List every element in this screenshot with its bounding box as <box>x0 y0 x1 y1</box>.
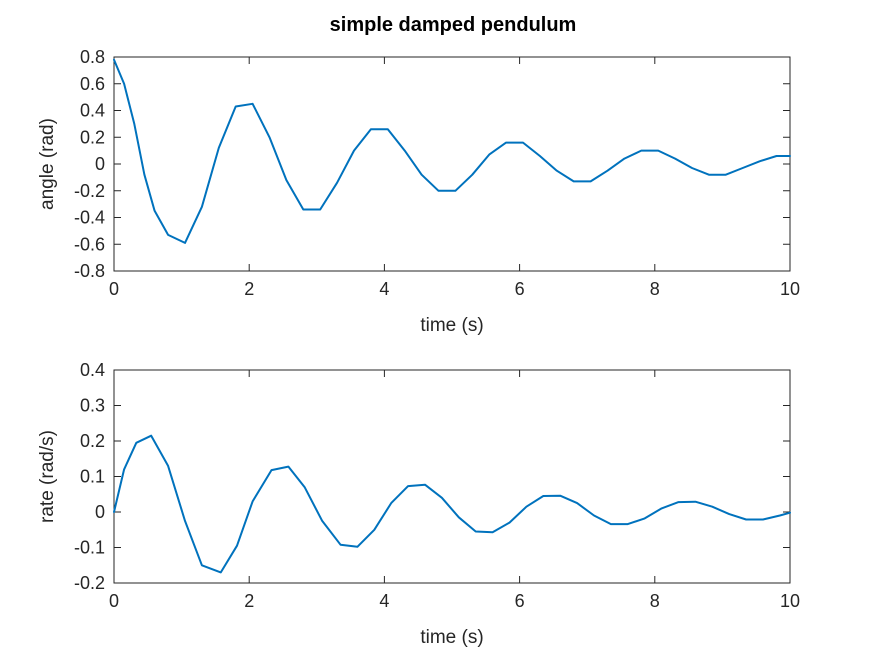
angle-ytick-label: 0.2 <box>80 127 105 147</box>
rate-xtick-label: 10 <box>780 591 800 611</box>
rate-x-axis-label: time (s) <box>420 627 483 648</box>
rate-xtick-label: 2 <box>244 591 254 611</box>
angle-ytick-label: 0.8 <box>80 47 105 67</box>
rate-ytick-label: 0.3 <box>80 396 105 416</box>
angle-ytick-label: 0 <box>95 154 105 174</box>
angle-xtick-label: 10 <box>780 279 800 299</box>
rate-xtick-label: 6 <box>515 591 525 611</box>
rate-series-line <box>113 434 791 574</box>
angle-ytick-label: 0.6 <box>80 74 105 94</box>
figure-title: simple damped pendulum <box>330 14 577 36</box>
angle-xtick-label: 6 <box>515 279 525 299</box>
angle-x-axis-label: time (s) <box>420 315 483 336</box>
rate-ytick-label: -0.1 <box>74 538 105 558</box>
angle-xtick-label: 4 <box>379 279 389 299</box>
angle-ytick-label: -0.2 <box>74 181 105 201</box>
angle-ytick-label: -0.6 <box>74 234 105 254</box>
angle-ytick-label: -0.4 <box>74 208 105 228</box>
angle-ytick-label: 0.4 <box>80 101 105 121</box>
angle-ytick-label: -0.8 <box>74 261 105 281</box>
rate-ytick-label: 0.1 <box>80 467 105 487</box>
angle-subplot: 0 2 4 6 8 10 -0.8 -0.6 -0.4 -0.2 0 0.2 0.4 0.6 0.8 time… <box>37 47 800 336</box>
rate-subplot: 0 2 4 6 8 10 -0.2 -0.1 0 0.1 0.2 0.3 0.4 time (s) rate… <box>37 360 800 648</box>
angle-y-axis-label: angle (rad) <box>37 118 58 210</box>
rate-y-axis-label: rate (rad/s) <box>37 430 58 523</box>
angle-xtick-label: 2 <box>244 279 254 299</box>
angle-xtick-label: 8 <box>650 279 660 299</box>
rate-xtick-label: 0 <box>109 591 119 611</box>
rate-ytick-label: 0 <box>95 502 105 522</box>
rate-ytick-label: 0.4 <box>80 360 105 380</box>
angle-series-line <box>113 58 791 244</box>
rate-ytick-label: 0.2 <box>80 431 105 451</box>
rate-ytick-label: -0.2 <box>74 573 105 593</box>
angle-xtick-label: 0 <box>109 279 119 299</box>
rate-xtick-label: 4 <box>379 591 389 611</box>
rate-xtick-label: 8 <box>650 591 660 611</box>
